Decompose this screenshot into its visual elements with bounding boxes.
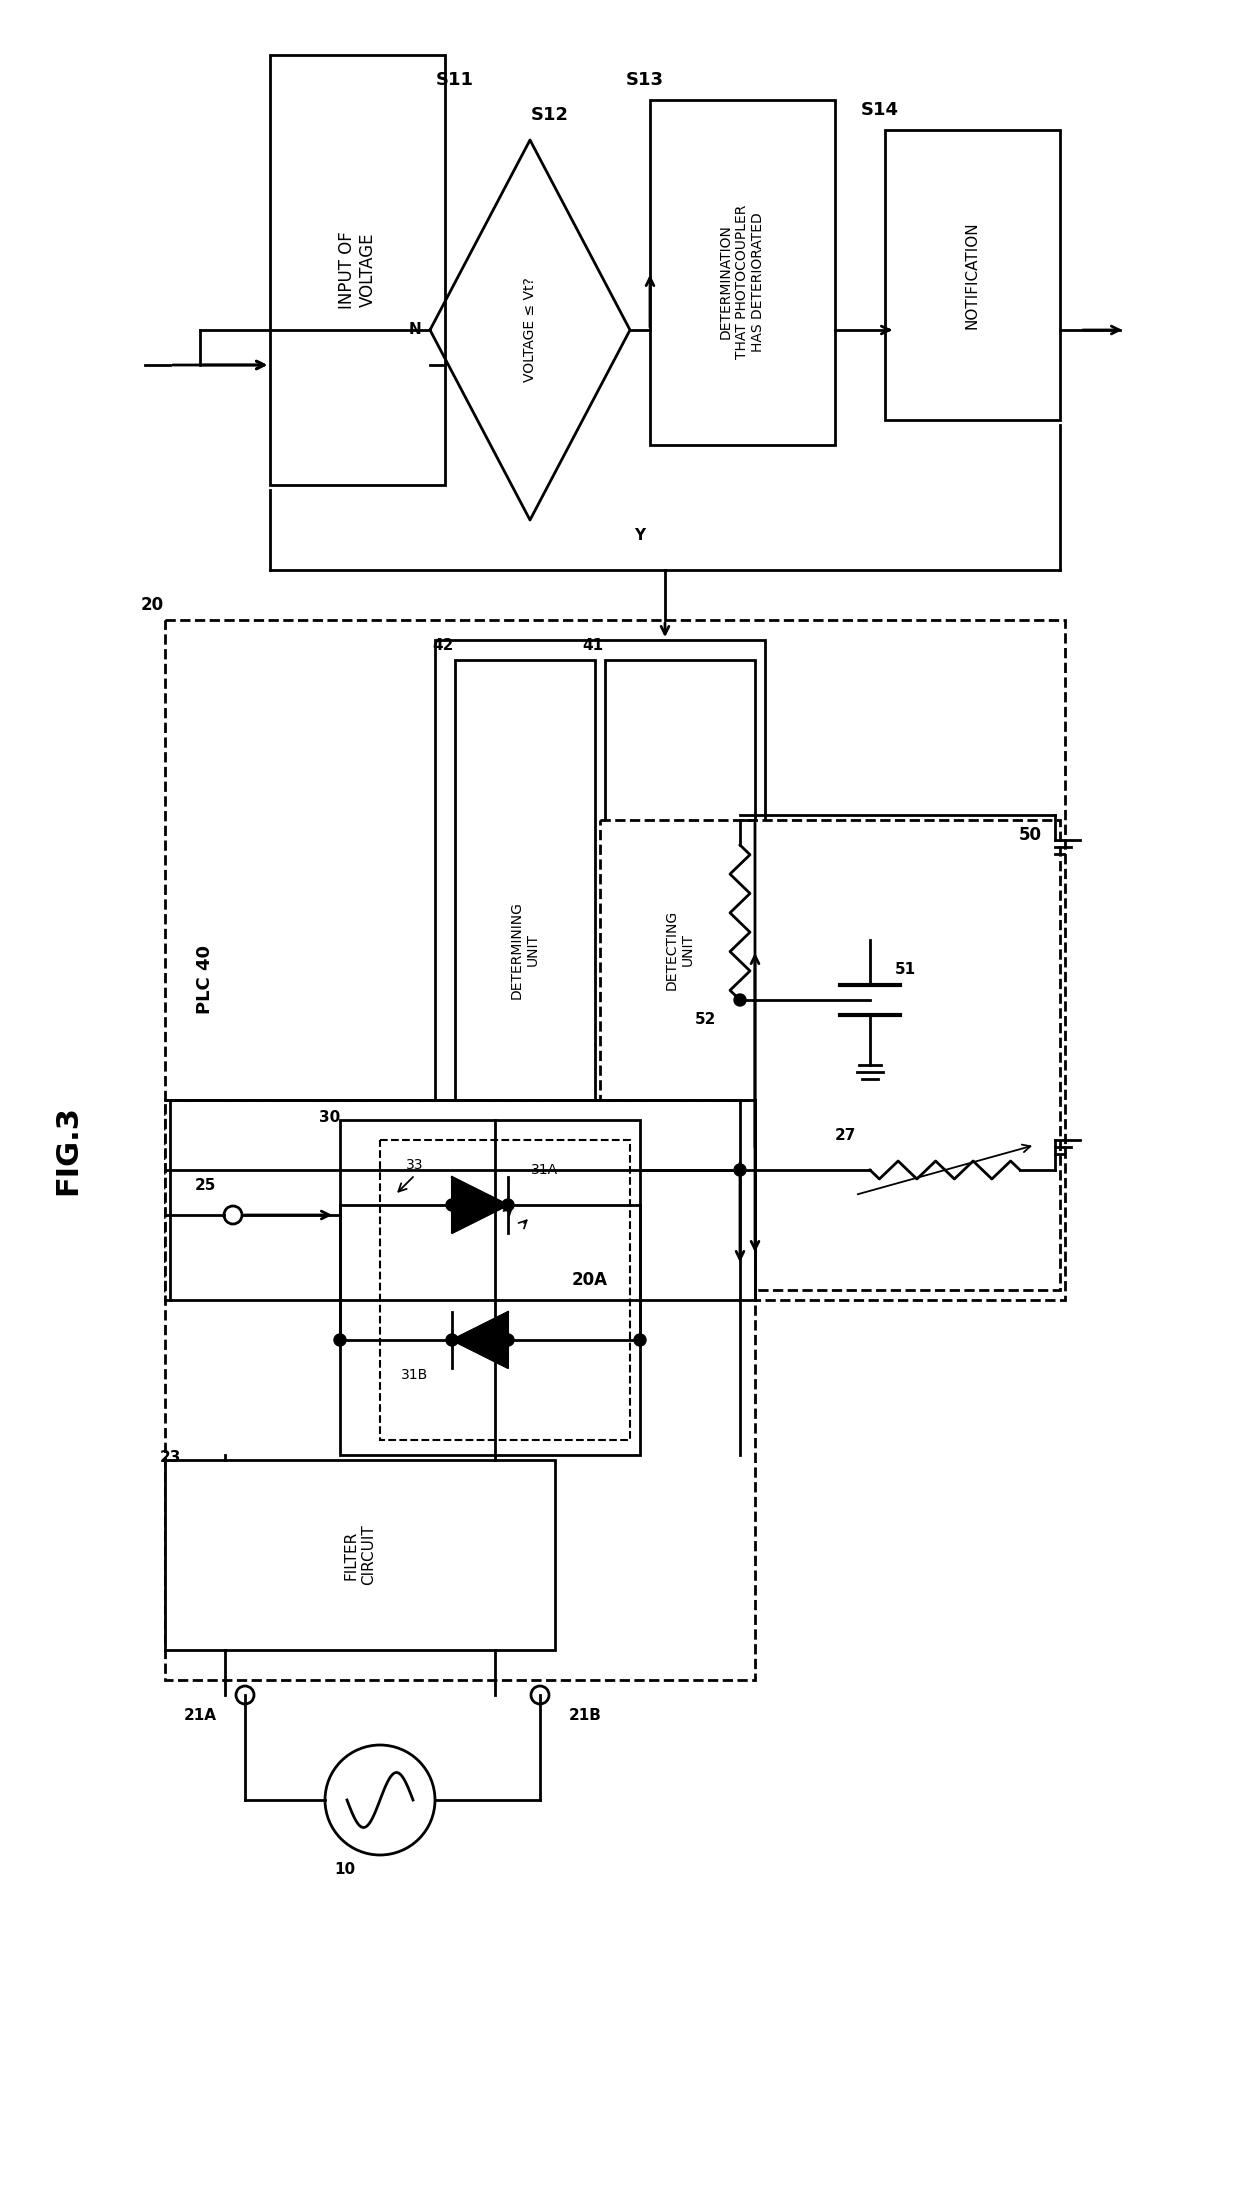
Bar	[379, 1140, 630, 1440]
Text: 51: 51	[894, 963, 915, 978]
Text: 21A: 21A	[184, 1707, 217, 1722]
Text: N: N	[409, 322, 422, 337]
Polygon shape	[453, 1177, 508, 1234]
Text: 50: 50	[1018, 827, 1042, 845]
Circle shape	[734, 993, 746, 1006]
Bar	[885, 129, 1060, 420]
Bar	[605, 661, 755, 1241]
Text: S11: S11	[436, 70, 474, 90]
Text: PLC 40: PLC 40	[196, 945, 215, 1015]
Text: S13: S13	[626, 70, 663, 90]
Text: 33: 33	[407, 1157, 424, 1173]
Bar	[165, 1459, 556, 1650]
Text: NOTIFICATION: NOTIFICATION	[965, 221, 980, 328]
Text: FILTER
CIRCUIT: FILTER CIRCUIT	[343, 1525, 376, 1586]
Circle shape	[634, 1335, 646, 1346]
Bar	[600, 820, 1060, 1291]
Text: 30: 30	[320, 1112, 341, 1125]
Text: 21B: 21B	[569, 1707, 601, 1722]
Text: 27: 27	[835, 1127, 856, 1142]
Text: 42: 42	[433, 637, 454, 652]
Text: 10: 10	[335, 1862, 356, 1877]
Circle shape	[502, 1335, 515, 1346]
Text: 23: 23	[159, 1451, 181, 1466]
Bar	[435, 641, 765, 1260]
Bar	[455, 661, 595, 1241]
Circle shape	[502, 1199, 515, 1210]
Text: DETERMINATION
THAT PHOTOCOUPLER
HAS DETERIORATED: DETERMINATION THAT PHOTOCOUPLER HAS DETE…	[719, 206, 765, 359]
Text: 31A: 31A	[532, 1164, 558, 1177]
Text: S12: S12	[531, 105, 569, 125]
Circle shape	[334, 1335, 346, 1346]
Bar	[165, 619, 1065, 1300]
Text: DETECTING
UNIT: DETECTING UNIT	[665, 910, 696, 989]
Circle shape	[446, 1335, 458, 1346]
Text: VOLTAGE ≤ Vt?: VOLTAGE ≤ Vt?	[523, 278, 537, 383]
Text: S14: S14	[861, 101, 899, 118]
Text: FIG.3: FIG.3	[53, 1105, 83, 1195]
Text: DETERMINING
UNIT: DETERMINING UNIT	[510, 901, 541, 1000]
Text: 52: 52	[694, 1013, 715, 1028]
Bar	[165, 1101, 755, 1680]
Text: 31B: 31B	[402, 1368, 429, 1383]
Bar	[270, 55, 445, 486]
Circle shape	[734, 1164, 746, 1175]
Bar	[340, 1120, 640, 1455]
Circle shape	[446, 1199, 458, 1210]
Text: 25: 25	[195, 1177, 216, 1192]
Text: 41: 41	[583, 637, 604, 652]
Bar	[650, 101, 835, 444]
Text: 20: 20	[140, 595, 164, 615]
Polygon shape	[453, 1313, 508, 1368]
Text: Y: Y	[635, 527, 646, 543]
Text: INPUT OF
VOLTAGE: INPUT OF VOLTAGE	[337, 232, 377, 309]
Text: 20A: 20A	[572, 1271, 608, 1289]
